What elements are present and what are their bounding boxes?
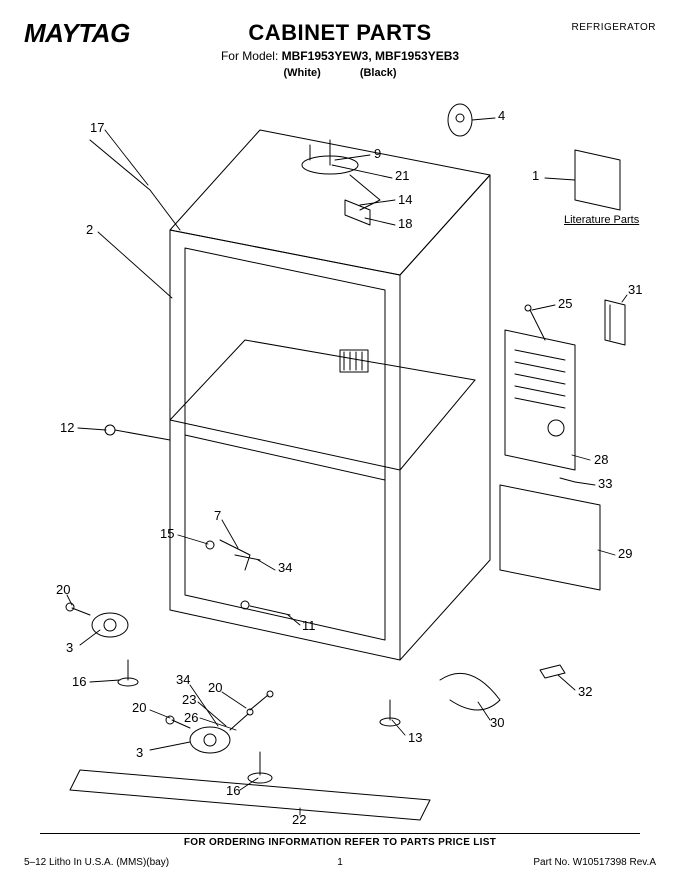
callout-3a: 3 <box>66 640 73 655</box>
callout-7: 7 <box>214 508 221 523</box>
callout-20a: 20 <box>56 582 70 597</box>
callout-21: 21 <box>395 168 409 183</box>
callout-22: 22 <box>292 812 306 827</box>
callout-13: 13 <box>408 730 422 745</box>
footer-ordering-text: FOR ORDERING INFORMATION REFER TO PARTS … <box>184 837 496 848</box>
callout-18: 18 <box>398 216 412 231</box>
callout-28: 28 <box>594 452 608 467</box>
callout-20b: 20 <box>132 700 146 715</box>
literature-parts-link[interactable]: Literature Parts <box>564 214 639 226</box>
model-line: For Model: MBF1953YEW3, MBF1953YEB3 (Whi… <box>221 48 459 81</box>
callout-30: 30 <box>490 715 504 730</box>
page-title: CABINET PARTS <box>248 20 431 46</box>
callout-17: 17 <box>90 120 104 135</box>
callout-32: 32 <box>578 684 592 699</box>
callout-31: 31 <box>628 282 642 297</box>
callout-20c: 20 <box>208 680 222 695</box>
callout-15: 15 <box>160 526 174 541</box>
callout-26: 26 <box>184 710 198 725</box>
callout-25: 25 <box>558 296 572 311</box>
model-color-white: (White) <box>283 66 320 81</box>
callout-34b: 34 <box>176 672 190 687</box>
callout-11: 11 <box>302 618 316 633</box>
model-numbers: MBF1953YEW3, MBF1953YEB3 <box>282 49 459 63</box>
footer-left: 5–12 Litho In U.S.A. (MMS)(bay) <box>24 857 169 868</box>
callout-2: 2 <box>86 222 93 237</box>
callout-9: 9 <box>374 146 381 161</box>
callout-4: 4 <box>498 108 505 123</box>
callout-29: 29 <box>618 546 632 561</box>
callout-33: 33 <box>598 476 612 491</box>
callout-12: 12 <box>60 420 74 435</box>
footer-rule <box>40 833 640 834</box>
model-color-black: (Black) <box>360 66 397 81</box>
callout-16a: 16 <box>72 674 86 689</box>
callout-3b: 3 <box>136 745 143 760</box>
callout-34a: 34 <box>278 560 292 575</box>
callout-16b: 16 <box>226 783 240 798</box>
callout-23: 23 <box>182 692 196 707</box>
brand-logo: MAYTAG <box>24 18 130 49</box>
footer-page-number: 1 <box>337 857 343 868</box>
category-label: REFRIGERATOR <box>571 22 656 33</box>
callout-1: 1 <box>532 168 539 183</box>
callout-14: 14 <box>398 192 412 207</box>
footer-part-number: Part No. W10517398 Rev.A <box>533 857 656 868</box>
model-prefix: For Model: <box>221 49 278 63</box>
